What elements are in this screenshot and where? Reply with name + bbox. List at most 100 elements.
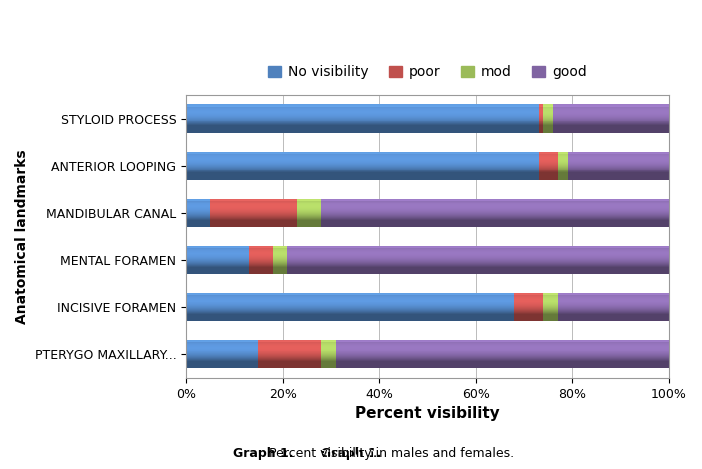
Bar [186,360,258,361]
Bar [258,363,322,364]
Bar [186,124,538,125]
Bar [322,209,669,210]
Bar [543,123,553,124]
Bar [287,259,669,260]
Bar [568,158,669,159]
Bar [210,209,297,210]
Bar [322,217,669,218]
Bar [553,121,669,122]
Bar [568,162,669,163]
Bar [249,246,273,248]
Bar [558,314,669,315]
Bar [336,356,669,357]
Bar [258,351,322,352]
Bar [568,165,669,166]
Bar [336,345,669,346]
Bar [543,111,553,112]
Bar [336,368,669,369]
Bar [543,121,553,122]
Bar [336,344,669,345]
Bar [186,303,515,304]
Bar [273,253,287,254]
Bar [210,221,297,222]
Bar [186,106,538,107]
Bar [538,159,558,160]
Bar [186,220,210,221]
Bar [186,178,538,179]
Bar [258,359,322,360]
Bar [249,249,273,250]
Bar [186,248,249,249]
Bar [186,213,210,214]
Bar [210,199,297,201]
Bar [186,315,515,316]
Bar [186,268,249,270]
Bar [249,267,273,269]
Bar [515,298,543,299]
Bar [210,215,297,216]
Bar [322,367,336,368]
Bar [186,208,210,209]
Bar [538,106,543,107]
Bar [543,300,558,301]
Bar [186,340,258,342]
Bar [538,177,558,178]
Bar [186,114,538,115]
Bar [273,266,287,268]
Bar [258,350,322,351]
Bar [287,271,669,272]
Bar [186,349,258,350]
Bar [538,154,558,155]
Bar [249,270,273,272]
Bar [186,179,538,180]
Bar [186,176,538,177]
Bar [273,270,287,272]
Bar [258,367,322,368]
Bar [258,352,322,353]
Bar [186,246,249,248]
Bar [515,301,543,302]
Bar [558,301,669,302]
Bar [538,119,543,120]
Bar [538,153,558,154]
Bar [543,130,553,131]
Bar [273,252,287,253]
Bar [515,294,543,295]
Bar [558,315,669,316]
Bar [186,201,210,202]
Bar [336,340,669,342]
Bar [186,129,538,130]
Bar [538,132,543,133]
Bar [336,357,669,358]
Text: Graph 1.: Graph 1. [321,447,381,460]
Bar [543,319,558,320]
Bar [186,364,258,366]
Bar [553,130,669,131]
Bar [553,119,669,120]
Bar [553,115,669,116]
Bar [287,263,669,264]
Bar [322,214,669,215]
Bar [553,109,669,110]
Bar [336,348,669,349]
Bar [322,199,669,201]
Bar [273,263,287,264]
Bar [258,353,322,354]
Bar [249,263,273,264]
Bar [558,293,669,295]
Bar [258,341,322,342]
Bar [553,123,669,124]
Bar [543,117,553,118]
Bar [186,155,538,156]
Bar [186,272,249,273]
Bar [186,217,210,218]
Bar [515,302,543,303]
Bar [186,131,538,132]
Bar [568,169,669,170]
Bar [273,271,287,272]
Bar [210,212,297,213]
Bar [186,214,210,215]
Bar [186,204,210,205]
Bar [186,308,515,309]
Bar [543,116,553,117]
